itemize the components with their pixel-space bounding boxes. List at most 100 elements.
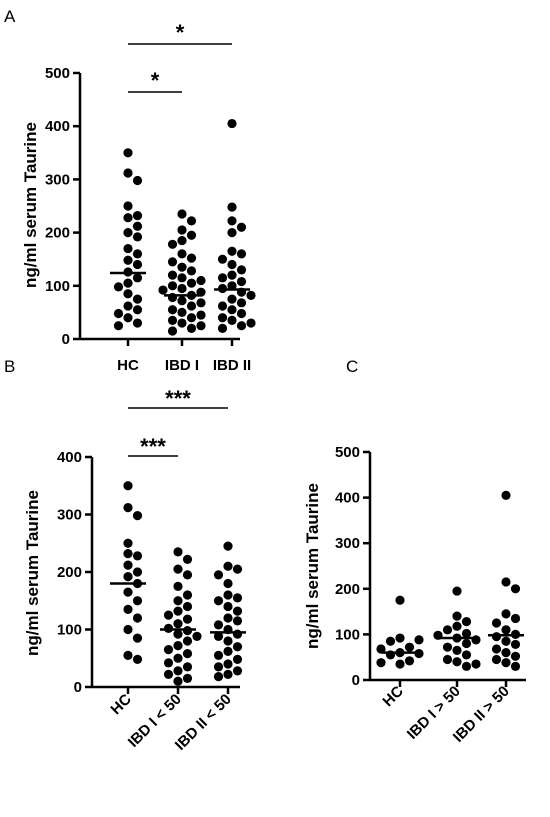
data-point [217, 273, 228, 283]
data-point [404, 642, 415, 652]
data-point [501, 490, 511, 500]
panel-label: C [346, 357, 358, 376]
significance-label: *** [140, 434, 166, 459]
data-point [510, 584, 521, 594]
y-tick-label: 400 [335, 490, 360, 507]
data-point [452, 621, 462, 631]
data-point [236, 222, 247, 232]
data-point [385, 636, 396, 646]
data-point [395, 659, 405, 669]
data-point [132, 305, 143, 315]
data-point [123, 572, 133, 582]
data-point [232, 666, 243, 676]
data-point [227, 118, 237, 129]
data-point [442, 654, 453, 665]
data-point [132, 221, 143, 231]
data-point [132, 175, 143, 186]
data-point [132, 232, 143, 242]
data-point [461, 650, 472, 660]
y-tick-label: 300 [57, 507, 82, 524]
data-point [461, 638, 472, 649]
y-tick-label: 200 [57, 564, 82, 581]
data-point [196, 275, 206, 286]
y-tick-label: 0 [62, 331, 70, 348]
x-tick-label: IBD II [213, 357, 251, 374]
data-point [123, 278, 133, 288]
data-point [223, 659, 233, 669]
data-point [510, 651, 521, 661]
data-point [232, 616, 243, 626]
panel-label: B [4, 357, 15, 376]
data-point [123, 213, 133, 223]
data-point [182, 570, 193, 580]
data-point [132, 613, 143, 623]
data-point [123, 255, 133, 265]
data-point [236, 249, 247, 259]
data-point [123, 624, 133, 635]
data-point [182, 649, 193, 659]
data-point [132, 210, 143, 221]
data-point [123, 503, 133, 513]
data-point [213, 672, 224, 682]
data-point [223, 541, 233, 551]
data-point [167, 305, 178, 315]
data-point [186, 323, 197, 333]
data-point [123, 604, 133, 614]
data-point [177, 249, 187, 259]
data-point [232, 629, 243, 639]
data-point [213, 620, 224, 630]
data-point [236, 308, 247, 319]
data-point [376, 644, 386, 654]
data-point [501, 648, 511, 658]
data-point [173, 641, 183, 651]
data-point [510, 661, 521, 671]
data-point [167, 315, 178, 325]
y-tick-label: 400 [45, 118, 70, 135]
data-point [491, 632, 502, 642]
data-point [196, 310, 206, 320]
panel-b: B 0 100 200 300 400 ng/ml serum Taurine HC IBD I… [4, 357, 246, 754]
data-point [173, 653, 183, 663]
y-tick-label: 400 [57, 449, 82, 466]
data-point [186, 313, 197, 323]
data-point [452, 657, 462, 667]
data-point [395, 633, 405, 643]
data-point [182, 590, 193, 600]
data-point [452, 611, 462, 621]
y-tick-label: 200 [45, 225, 70, 242]
data-point [491, 618, 502, 628]
data-point [217, 323, 228, 333]
data-point [236, 298, 247, 308]
data-point [501, 625, 511, 635]
data-point [167, 326, 178, 336]
panel-a: A 0 100 200 300 400 500 ng/ml serum Taurine HC IB… [4, 7, 256, 374]
data-point [123, 587, 133, 597]
data-point [491, 654, 502, 665]
data-point [404, 656, 415, 666]
data-point [471, 659, 481, 669]
x-tick-label: HC [379, 683, 406, 710]
data-point [186, 301, 197, 311]
data-point [132, 654, 143, 665]
data-point [158, 285, 168, 295]
data-point [177, 225, 187, 235]
data-point [173, 666, 183, 676]
data-point [182, 554, 193, 564]
data-point [223, 636, 233, 646]
data-point [173, 676, 183, 686]
y-axis-label: ng/ml serum Taurine [303, 483, 322, 649]
data-point [227, 228, 237, 238]
data-point [123, 313, 133, 323]
data-point [132, 551, 143, 561]
data-point [223, 669, 233, 679]
data-point [196, 321, 206, 331]
data-point [223, 601, 233, 612]
data-point [217, 313, 228, 323]
data-point [177, 235, 187, 246]
data-point [246, 290, 256, 300]
data-point [163, 669, 174, 679]
data-point [177, 283, 187, 294]
data-point [177, 209, 187, 219]
data-point [186, 216, 197, 226]
